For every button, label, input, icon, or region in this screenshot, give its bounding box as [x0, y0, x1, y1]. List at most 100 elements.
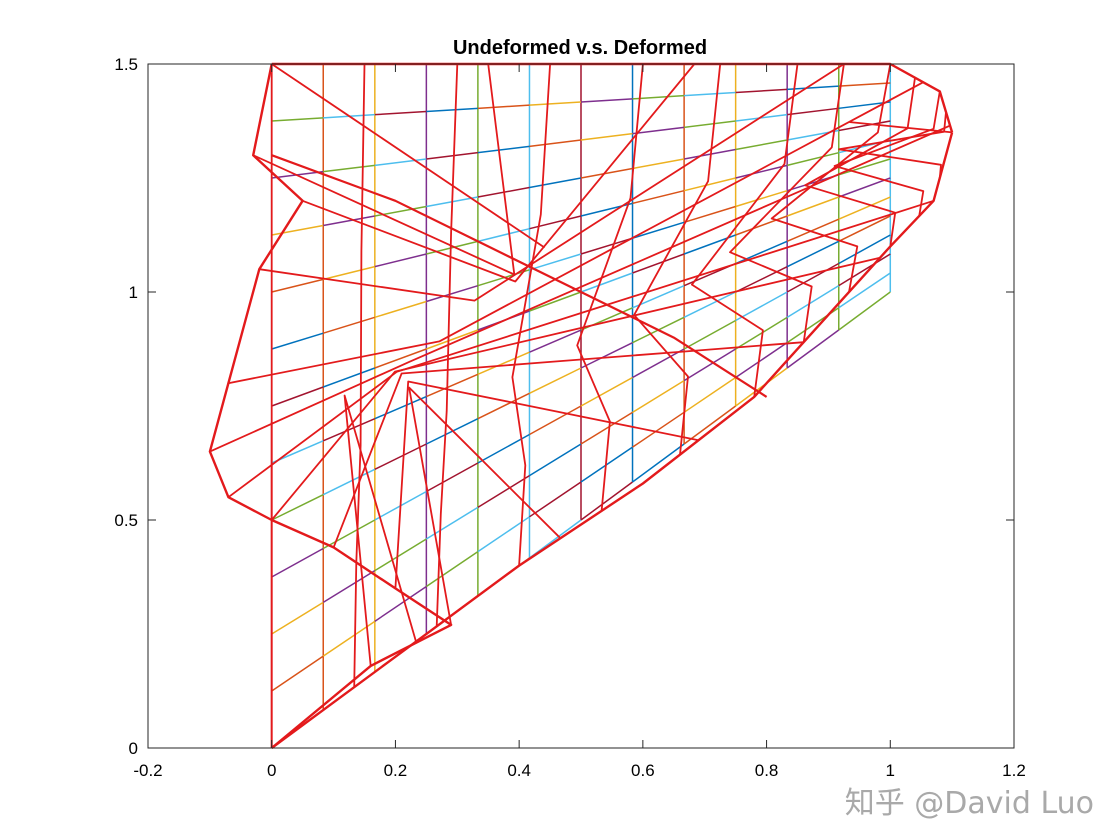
undeformed-row-segment — [632, 189, 685, 205]
deformed-mesh-line — [302, 63, 696, 283]
deformed-mesh-line — [271, 256, 881, 521]
undeformed-row-segment — [683, 148, 736, 160]
undeformed-row-segment — [735, 88, 788, 94]
undeformed-row-segment — [580, 237, 633, 255]
undeformed-row-segment — [323, 316, 376, 334]
deformed-mesh-line — [770, 63, 892, 293]
undeformed-row-segment — [684, 120, 736, 129]
undeformed-row-segment — [580, 376, 633, 407]
undeformed-row-segment — [838, 177, 891, 198]
undeformed-row-segment — [426, 373, 479, 398]
x-tick-label: 0.4 — [507, 761, 531, 780]
undeformed-row-segment — [580, 167, 633, 179]
undeformed-row-segment — [271, 224, 324, 236]
undeformed-row-segment — [683, 405, 737, 445]
undeformed-row-segment — [735, 164, 788, 179]
undeformed-row-segment — [322, 468, 376, 496]
undeformed-row-segment — [786, 262, 840, 293]
undeformed-row-segment — [683, 319, 737, 350]
deformed-mesh-line — [691, 63, 799, 398]
deformed-mesh-line — [332, 341, 804, 548]
deformed-mesh-line — [833, 91, 941, 217]
undeformed-mesh — [270, 63, 892, 749]
undeformed-row-segment — [374, 110, 427, 116]
undeformed-row-segment — [838, 158, 891, 176]
undeformed-row-segment — [271, 547, 324, 578]
y-tick-label: 1 — [129, 283, 138, 302]
deformed-mesh-line — [729, 63, 845, 343]
undeformed-row-segment — [477, 227, 530, 243]
undeformed-row-segment — [529, 101, 582, 106]
undeformed-row-segment — [323, 164, 375, 173]
undeformed-row-segment — [632, 411, 685, 448]
undeformed-row-segment — [322, 570, 376, 603]
undeformed-row-segment — [632, 443, 685, 483]
undeformed-row-segment — [838, 196, 891, 220]
deformed-mesh-line — [838, 111, 947, 179]
undeformed-row-segment — [271, 494, 324, 521]
x-tick-label: 0 — [267, 761, 276, 780]
undeformed-row-segment — [529, 253, 582, 271]
undeformed-row-segment — [580, 98, 633, 103]
undeformed-row-segment — [529, 177, 582, 189]
undeformed-row-segment — [683, 376, 737, 413]
deformed-mesh-line — [259, 63, 845, 302]
deformed-mesh-line — [228, 81, 924, 385]
undeformed-row-segment — [683, 177, 736, 192]
undeformed-row-segment — [425, 551, 479, 588]
undeformed-row-segment — [529, 215, 582, 230]
deformed-left-boundary — [208, 63, 453, 749]
deformed-mesh-line — [435, 63, 459, 627]
undeformed-row-segment — [580, 132, 633, 141]
undeformed-row-segment — [374, 443, 427, 470]
undeformed-row-segment — [580, 481, 633, 521]
deformed-mesh-line — [394, 380, 699, 589]
x-tick-label: 0.6 — [631, 761, 655, 780]
undeformed-row-segment — [323, 215, 375, 227]
undeformed-row-segment — [426, 240, 479, 255]
chart-title: Undeformed v.s. Deformed — [453, 37, 707, 59]
undeformed-row-segment — [580, 341, 633, 369]
undeformed-row-segment — [425, 462, 479, 493]
undeformed-row-segment — [374, 253, 427, 268]
deformed-fold-line — [271, 154, 768, 398]
deformed-mesh-line — [511, 63, 551, 566]
undeformed-row-segment — [786, 285, 840, 318]
undeformed-row-segment — [683, 348, 737, 382]
undeformed-row-segment — [838, 272, 891, 309]
x-tick-label: 1.2 — [1002, 761, 1026, 780]
y-tick-label: 0 — [129, 739, 138, 758]
undeformed-row-segment — [786, 218, 840, 243]
undeformed-row-segment — [271, 332, 324, 350]
undeformed-row-segment — [786, 329, 840, 369]
undeformed-row-segment — [632, 253, 685, 274]
undeformed-row-segment — [735, 367, 788, 407]
undeformed-row-segment — [632, 380, 685, 413]
deformed-mesh-line — [576, 63, 644, 511]
undeformed-row-segment — [580, 272, 633, 293]
undeformed-row-segment — [374, 158, 427, 167]
undeformed-row-segment — [632, 348, 685, 379]
undeformed-row-segment — [477, 475, 530, 508]
undeformed-row-segment — [426, 329, 479, 350]
undeformed-row-segment — [786, 196, 840, 217]
undeformed-row-segment — [322, 519, 376, 550]
undeformed-row-segment — [426, 284, 479, 303]
deformed-mesh-line — [804, 77, 916, 247]
plot-axes — [147, 63, 1015, 749]
undeformed-row-segment — [426, 107, 478, 113]
undeformed-row-segment — [529, 367, 582, 394]
undeformed-row-segment — [735, 215, 788, 236]
undeformed-row-segment — [787, 107, 839, 116]
y-tick-label: 0.5 — [114, 511, 138, 530]
undeformed-row-segment — [838, 215, 891, 242]
undeformed-row-segment — [374, 348, 427, 369]
deformed-mesh-line — [408, 386, 562, 626]
undeformed-row-segment — [632, 221, 685, 239]
undeformed-row-segment — [683, 291, 736, 318]
undeformed-row-segment — [838, 234, 891, 265]
deformed-diagonal-boundary — [270, 132, 954, 749]
plot-area-box — [147, 63, 1015, 749]
watermark: 知乎 @David Luo — [844, 786, 1094, 821]
